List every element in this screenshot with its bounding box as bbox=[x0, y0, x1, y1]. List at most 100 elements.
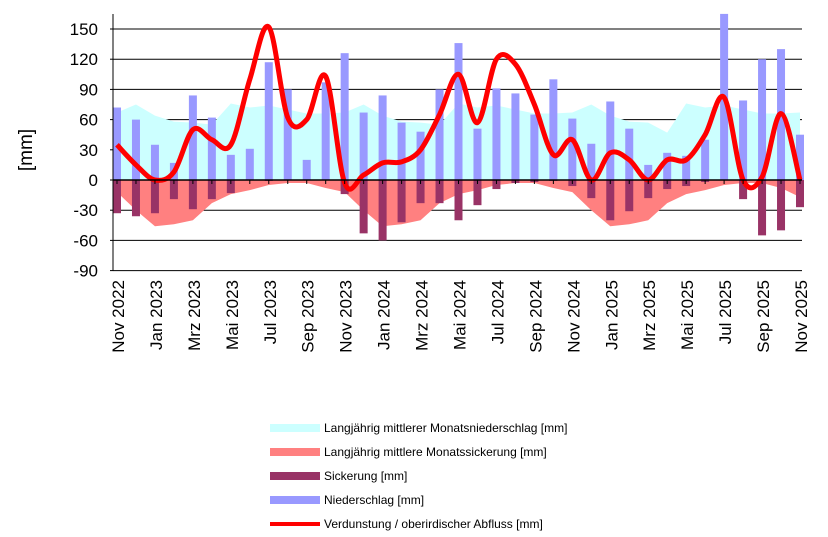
seepage-bar bbox=[739, 180, 748, 200]
seepage-bar bbox=[169, 180, 178, 200]
precipitation-bar bbox=[454, 43, 463, 180]
precipitation-bar bbox=[264, 62, 273, 180]
legend-swatch bbox=[270, 448, 320, 456]
precipitation-bar bbox=[682, 155, 691, 180]
y-tick-label: 90 bbox=[79, 80, 98, 99]
seepage-bar bbox=[796, 180, 804, 208]
x-tick-label: Sep 2025 bbox=[754, 280, 773, 353]
chart-svg: -90 -60 -30 0 30 60 90 120 150 Nov 2022 Jan 2023 Mr… bbox=[16, 13, 811, 353]
precipitation-bar bbox=[131, 119, 140, 180]
seepage-bar bbox=[226, 180, 235, 194]
precipitation-bar bbox=[492, 88, 501, 180]
x-tick-label: Jul 2025 bbox=[716, 280, 735, 344]
precipitation-bar bbox=[606, 101, 615, 180]
x-tick-label: Mrz 2023 bbox=[185, 280, 204, 351]
y-axis-label: [mm] bbox=[16, 129, 37, 171]
y-tick-label: -90 bbox=[73, 262, 98, 281]
seepage-bar bbox=[587, 180, 596, 199]
y-tick-label: 120 bbox=[70, 50, 98, 69]
legend-label: Verdunstung / oberirdischer Abfluss [mm] bbox=[324, 517, 543, 531]
y-tick-label: 0 bbox=[89, 171, 98, 190]
precipitation-bar bbox=[207, 117, 216, 180]
precipitation-bar bbox=[359, 112, 368, 180]
legend-label: Langjährig mittlerer Monatsniederschlag … bbox=[324, 421, 568, 435]
legend-item: Sickerung [mm] bbox=[270, 464, 567, 488]
precipitation-bar bbox=[739, 100, 748, 180]
legend-label: Langjährig mittlere Monatssickerung [mm] bbox=[324, 445, 547, 459]
seepage-bar bbox=[378, 180, 387, 241]
precipitation-bar bbox=[302, 159, 311, 180]
precipitation-bar bbox=[758, 59, 767, 181]
seepage-bar bbox=[606, 180, 615, 221]
seepage-bar bbox=[150, 180, 159, 214]
seepage-bar bbox=[473, 180, 482, 206]
y-tick-label: 60 bbox=[79, 111, 98, 130]
precipitation-bar bbox=[113, 107, 121, 180]
x-tick-label: Jan 2024 bbox=[375, 280, 394, 350]
seepage-bar bbox=[397, 180, 406, 223]
seepage-bar bbox=[644, 180, 653, 199]
x-tick-label: Mrz 2024 bbox=[413, 280, 432, 351]
x-tick-label: Jan 2025 bbox=[602, 280, 621, 350]
x-tick-label: Mai 2023 bbox=[223, 280, 242, 350]
y-tick-label: -30 bbox=[73, 201, 98, 220]
precipitation-bar bbox=[530, 114, 539, 180]
seepage-bar bbox=[188, 180, 197, 210]
legend-item: Niederschlag [mm] bbox=[270, 488, 567, 512]
precipitation-bar bbox=[340, 53, 349, 180]
x-tick-label: Mai 2024 bbox=[451, 280, 470, 350]
precipitation-bar bbox=[625, 128, 634, 180]
x-tick-label: Jul 2023 bbox=[261, 280, 280, 344]
x-tick-label: Jan 2023 bbox=[147, 280, 166, 350]
precipitation-bar bbox=[701, 139, 710, 180]
precipitation-bar bbox=[644, 164, 653, 180]
seepage-bar bbox=[625, 180, 634, 212]
x-tick-label: Nov 2022 bbox=[109, 280, 128, 353]
precipitation-bar bbox=[568, 118, 577, 180]
precipitation-bar bbox=[188, 95, 197, 180]
seepage-bar bbox=[113, 180, 121, 214]
precipitation-bar bbox=[245, 148, 254, 180]
evaporation-runoff-line bbox=[115, 23, 803, 192]
precipitation-bar bbox=[435, 89, 444, 180]
x-tick-label: Nov 2023 bbox=[337, 280, 356, 353]
x-tick-label: Mrz 2025 bbox=[640, 280, 659, 351]
seepage-bar bbox=[416, 180, 425, 204]
precipitation-bar bbox=[283, 89, 292, 180]
seepage-bar bbox=[777, 180, 786, 231]
seepage-bar bbox=[435, 180, 444, 204]
legend-label: Sickerung [mm] bbox=[324, 469, 408, 483]
y-tick-label: 150 bbox=[70, 20, 98, 39]
x-tick-label: Mai 2025 bbox=[678, 280, 697, 350]
seepage-bar bbox=[207, 180, 216, 200]
legend-swatch bbox=[270, 424, 320, 432]
legend-swatch bbox=[270, 472, 320, 480]
precipitation-bar bbox=[549, 79, 558, 180]
precipitation-bar bbox=[473, 128, 482, 180]
y-tick-label: -60 bbox=[73, 231, 98, 250]
legend-item: Langjährig mittlere Monatssickerung [mm] bbox=[270, 440, 567, 464]
precipitation-bar bbox=[796, 134, 804, 180]
legend-label: Niederschlag [mm] bbox=[324, 493, 425, 507]
seepage-bar bbox=[454, 180, 463, 221]
seepage-bar bbox=[492, 180, 501, 190]
x-tick-label: Sep 2023 bbox=[299, 280, 318, 353]
legend-swatch bbox=[270, 522, 320, 526]
x-tick-label: Sep 2024 bbox=[526, 280, 545, 353]
y-tick-label: 30 bbox=[79, 141, 98, 160]
precipitation-bar bbox=[416, 131, 425, 180]
legend: Langjährig mittlerer Monatsniederschlag … bbox=[270, 416, 567, 536]
legend-item: Verdunstung / oberirdischer Abfluss [mm] bbox=[270, 512, 567, 536]
x-tick-label: Nov 2025 bbox=[792, 280, 811, 353]
x-tick-label: Jul 2024 bbox=[488, 280, 507, 344]
seepage-bar bbox=[131, 180, 140, 217]
seepage-bar bbox=[359, 180, 368, 234]
x-tick-label: Nov 2024 bbox=[564, 280, 583, 353]
legend-swatch bbox=[270, 496, 320, 504]
seepage-bar bbox=[758, 180, 767, 236]
precipitation-bar bbox=[663, 152, 672, 180]
precipitation-bar bbox=[321, 82, 330, 180]
precipitation-bar bbox=[150, 144, 159, 180]
legend-item: Langjährig mittlerer Monatsniederschlag … bbox=[270, 416, 567, 440]
